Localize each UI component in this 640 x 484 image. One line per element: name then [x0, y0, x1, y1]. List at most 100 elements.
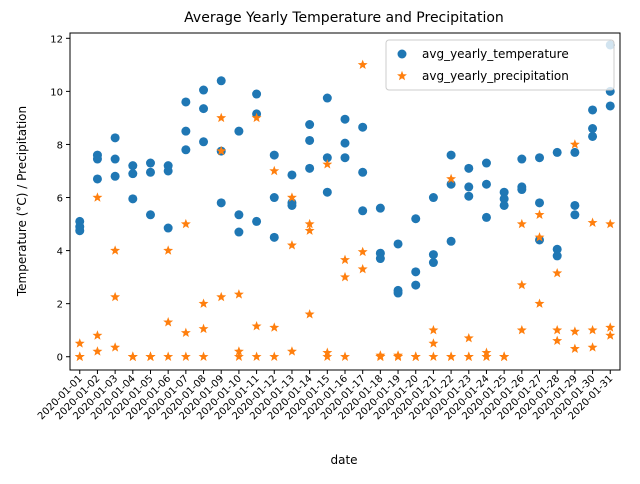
temperature-point — [393, 288, 403, 298]
temperature-point — [305, 120, 315, 130]
temperature-point — [570, 200, 580, 210]
precipitation-point — [534, 232, 545, 242]
precipitation-point — [216, 112, 227, 123]
precipitation-point — [569, 139, 580, 149]
temperature-point — [252, 216, 262, 226]
precipitation-point — [92, 192, 103, 202]
series-avg_yearly_precipitation — [74, 59, 616, 361]
temperature-point — [358, 206, 368, 216]
precipitation-point — [446, 173, 457, 184]
temperature-point — [145, 210, 155, 220]
temperature-point — [552, 147, 562, 157]
precipitation-point — [516, 279, 527, 290]
precipitation-point — [569, 343, 580, 353]
precipitation-point — [605, 322, 616, 332]
temperature-point — [499, 200, 509, 210]
temperature-point — [570, 147, 580, 157]
y-tick-label: 0 — [57, 353, 63, 364]
temperature-point — [428, 258, 438, 268]
temperature-point — [163, 223, 173, 233]
temperature-point — [128, 169, 138, 179]
temperature-point — [92, 154, 102, 164]
precipitation-point — [180, 218, 191, 229]
legend-label: avg_yearly_temperature — [422, 47, 569, 61]
temperature-point — [269, 150, 279, 160]
temperature-point — [570, 210, 580, 220]
precipitation-point — [552, 335, 563, 346]
temperature-point — [552, 244, 562, 254]
temperature-point — [446, 236, 456, 246]
temperature-point — [199, 85, 209, 95]
temperature-point — [375, 203, 385, 213]
precipitation-point — [428, 338, 439, 348]
temperature-point — [552, 251, 562, 261]
temperature-point — [411, 280, 421, 290]
temperature-point — [75, 226, 85, 236]
precipitation-point — [587, 217, 598, 227]
x-axis-label: date — [330, 453, 357, 467]
series-avg_yearly_temperature — [75, 40, 615, 298]
temperature-point — [287, 170, 297, 180]
precipitation-point — [587, 342, 598, 352]
temperature-point — [110, 154, 120, 164]
temperature-point — [588, 131, 598, 141]
precipitation-point — [110, 342, 121, 352]
temperature-point — [428, 193, 438, 203]
legend-marker — [397, 70, 407, 81]
precipitation-point — [304, 225, 315, 235]
precipitation-point — [375, 351, 386, 361]
y-axis: 0 2 4 6 8 10 12 — [50, 34, 70, 364]
precipitation-point — [251, 351, 262, 361]
temperature-point — [358, 122, 368, 132]
temperature-point — [605, 101, 615, 111]
temperature-point — [340, 153, 350, 163]
precipitation-point — [393, 351, 403, 361]
precipitation-point — [180, 351, 191, 361]
precipitation-point — [287, 192, 297, 202]
temperature-point — [181, 126, 191, 136]
precipitation-point — [340, 271, 350, 282]
temperature-point — [181, 97, 191, 107]
temperature-point — [216, 198, 226, 208]
precipitation-point — [216, 145, 227, 156]
temperature-point — [128, 161, 138, 171]
temperature-point — [110, 171, 120, 181]
precipitation-point — [446, 351, 457, 361]
temperature-point — [517, 154, 527, 164]
legend-label: avg_yearly_precipitation — [422, 69, 569, 83]
precipitation-point — [552, 325, 563, 335]
temperature-point — [145, 158, 155, 168]
precipitation-point — [198, 298, 209, 308]
precipitation-point — [340, 351, 350, 361]
temperature-point — [411, 267, 421, 277]
temperature-point — [481, 179, 491, 189]
precipitation-point — [198, 323, 209, 334]
precipitation-point — [463, 351, 474, 361]
precipitation-point — [287, 240, 297, 250]
temperature-point — [199, 137, 209, 147]
y-tick-label: 10 — [50, 87, 63, 98]
precipitation-point — [428, 325, 439, 335]
temperature-point — [535, 153, 545, 163]
precipitation-point — [304, 218, 315, 229]
temperature-point — [481, 158, 491, 168]
y-axis-label: Temperature (°C) / Precipitation — [15, 106, 29, 297]
precipitation-point — [287, 346, 297, 356]
precipitation-point — [251, 321, 262, 331]
precipitation-point — [357, 246, 368, 257]
precipitation-point — [269, 322, 280, 332]
precipitation-point — [92, 330, 103, 340]
temperature-point — [305, 135, 315, 145]
temperature-point — [499, 194, 509, 204]
temperature-point — [163, 166, 173, 176]
precipitation-point — [233, 351, 244, 361]
precipitation-point — [233, 346, 244, 356]
legend-box — [385, 39, 615, 91]
y-tick-label: 6 — [57, 194, 63, 205]
y-tick-label: 8 — [57, 140, 63, 151]
temperature-point — [234, 227, 244, 237]
precipitation-point — [74, 351, 85, 361]
precipitation-point — [552, 267, 563, 278]
